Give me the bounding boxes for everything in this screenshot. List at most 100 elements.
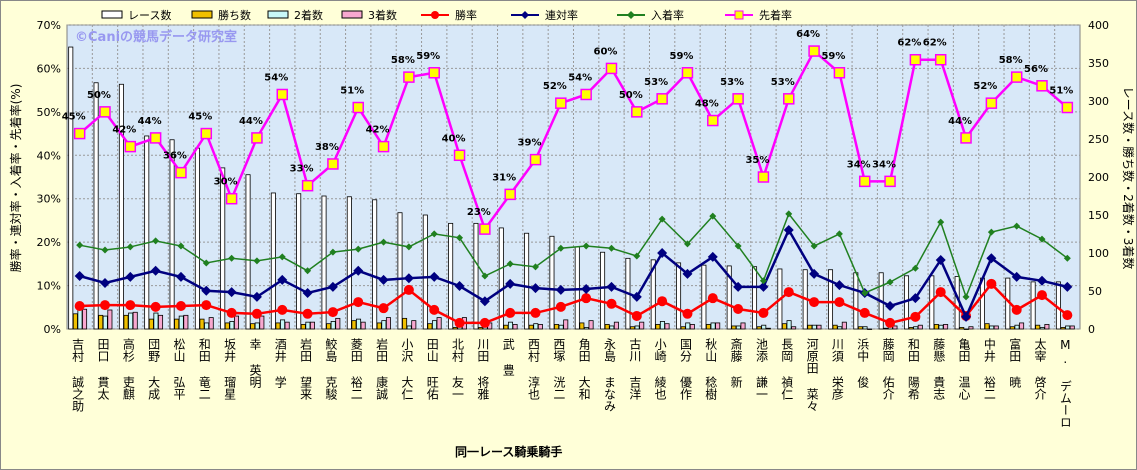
bar [452, 327, 458, 330]
point [251, 132, 263, 144]
data-label: 53% [771, 77, 795, 88]
point [481, 272, 489, 280]
data-label: 23% [467, 207, 491, 218]
bar [963, 328, 969, 330]
bar [807, 324, 813, 330]
bar [144, 135, 150, 330]
point [555, 301, 566, 312]
bar [710, 322, 716, 330]
x-tick-label: 斎藤 新 [729, 337, 743, 388]
bar [853, 272, 859, 330]
legend-label: 入着率 [651, 8, 684, 22]
point [505, 278, 516, 289]
y-tick-left: 20% [37, 236, 61, 249]
bar [828, 269, 834, 330]
bar [558, 324, 564, 330]
point [504, 188, 516, 201]
point [327, 281, 338, 292]
bar [1030, 281, 1036, 330]
bar [630, 326, 636, 330]
data-label: 44% [239, 116, 263, 127]
bar [224, 322, 230, 330]
bar [574, 246, 580, 330]
x-tick-label: 秋山 稔樹 [704, 338, 718, 400]
data-label: 30% [214, 177, 238, 188]
bar [296, 193, 302, 330]
bar [153, 312, 159, 330]
point [76, 241, 84, 249]
point [329, 248, 337, 256]
point [833, 67, 846, 79]
point [960, 132, 972, 144]
bar [600, 251, 606, 330]
point [201, 285, 212, 296]
bar [503, 324, 509, 330]
y-axis-title-left: 勝率・連対率・入着率・先着率(%) [8, 84, 23, 273]
data-label: 44% [138, 116, 162, 127]
point [858, 175, 871, 188]
point [656, 93, 668, 105]
series-line [79, 281, 1069, 325]
x-tick-label: 小沢 大仁 [400, 338, 414, 400]
point [910, 293, 921, 304]
point [73, 127, 86, 140]
data-label: 58% [391, 55, 415, 66]
bar [740, 322, 746, 330]
y-tick-right: 300 [1088, 95, 1109, 108]
bar [427, 323, 433, 330]
point [354, 245, 362, 253]
bar [478, 327, 484, 330]
point [758, 281, 769, 292]
point [809, 268, 820, 279]
y-tick-right: 200 [1088, 171, 1109, 184]
bar [372, 199, 378, 330]
point [506, 260, 514, 268]
line-series-3: 45%50%42%44%36%45%30%44%54%33%38%51%42%5… [62, 29, 1074, 235]
point [304, 267, 312, 275]
bar [701, 264, 707, 330]
bar [913, 326, 919, 330]
point [582, 242, 590, 250]
data-label: 50% [87, 90, 111, 101]
bar [305, 321, 311, 330]
bar [984, 323, 990, 330]
bar [270, 192, 276, 330]
data-label: 50% [619, 90, 643, 101]
data-label: 39% [518, 138, 542, 149]
point [886, 278, 894, 286]
legend-swatch [267, 10, 289, 19]
bar [791, 326, 797, 330]
line-series-2 [76, 210, 1071, 301]
data-label: 59% [669, 51, 693, 62]
y-tick-right: 250 [1088, 133, 1109, 146]
bar [549, 235, 555, 330]
y-tick-left: 0% [44, 323, 61, 336]
data-label: 45% [62, 112, 86, 123]
bar [436, 317, 442, 330]
x-tick-label: 長岡 禎仁 [780, 338, 794, 400]
bar [811, 324, 817, 330]
legend-marker [431, 11, 439, 19]
x-tick-label: 北村 友一 [451, 338, 465, 400]
point [884, 175, 896, 188]
point [758, 307, 769, 318]
x-tick-label: 亀田 温心 [957, 338, 971, 400]
y-tick-left: 60% [37, 62, 61, 75]
data-label: 59% [821, 51, 845, 62]
point [454, 317, 465, 328]
point [479, 223, 491, 235]
x-tick-label: 坂井 瑠星 [223, 338, 237, 400]
point [911, 264, 919, 272]
bar [816, 324, 822, 330]
bar [989, 325, 995, 330]
bar [554, 324, 560, 330]
point [885, 300, 896, 311]
point [658, 215, 666, 223]
y-tick-right: 50 [1088, 285, 1102, 298]
point [1061, 101, 1074, 114]
point [605, 62, 618, 75]
bar [254, 322, 260, 330]
point [834, 280, 845, 291]
bar [250, 323, 256, 330]
point [429, 271, 440, 282]
